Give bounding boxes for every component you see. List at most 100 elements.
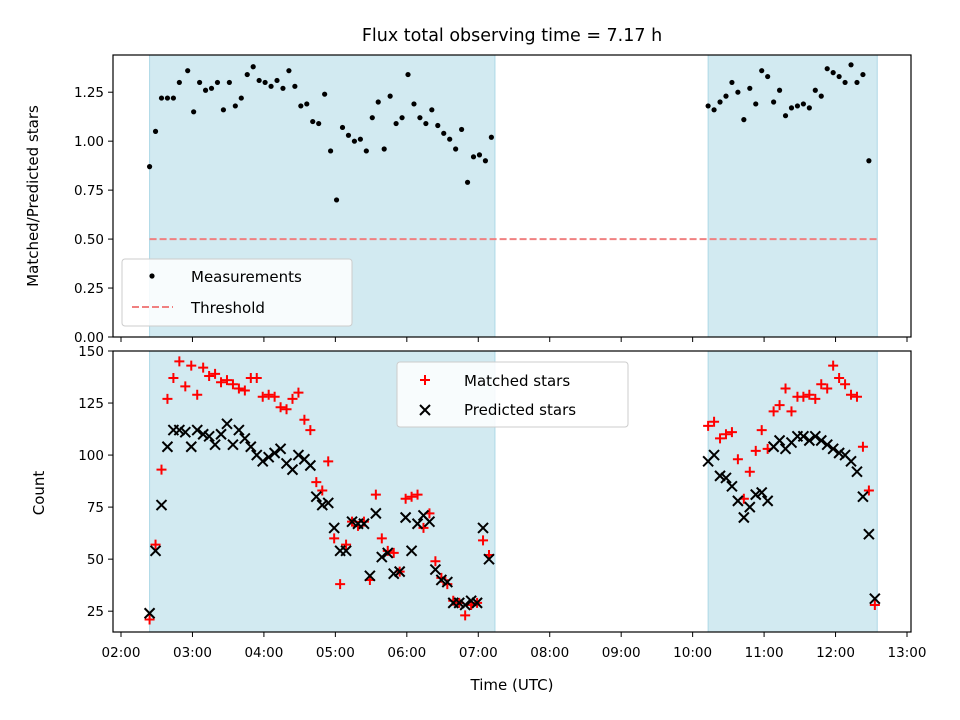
bottom-series-1-point-6 (179, 426, 192, 438)
bottom-legend-label-predicted: Predicted stars (464, 401, 576, 419)
bottom-y-tick-label-1: 50 (87, 552, 104, 568)
top-y-tick-label-1: 0.25 (74, 281, 104, 297)
bottom-series-1-point-11 (209, 438, 221, 451)
bottom-series-0-point-61 (720, 429, 731, 440)
top-series-0-point-3 (164, 95, 171, 101)
top-series-0-point-44 (411, 101, 417, 107)
top-series-0-point-11 (214, 79, 221, 86)
top-series-0-point-27 (310, 118, 316, 125)
top-series-0-point-22 (280, 85, 286, 91)
bottom-series-1-point-56 (477, 522, 489, 534)
top-series-0-point-32 (339, 124, 346, 131)
bottom-series-0-point-71 (780, 383, 791, 394)
top-series-0-point-60 (717, 99, 723, 105)
bottom-series-0-point-23 (281, 404, 292, 415)
top-series-0-point-29 (322, 91, 328, 97)
bottom-series-1-point-36 (358, 518, 370, 530)
bottom-series-1-point-68 (761, 495, 774, 507)
bottom-series-1-point-75 (803, 434, 816, 447)
x-tick-label-9: 11:00 (745, 645, 784, 661)
bottom-series-1-point-55 (471, 597, 483, 609)
top-series-0-point-31 (333, 197, 340, 203)
top-series-0-point-26 (304, 101, 310, 107)
chart-title: Flux total observing time = 7.17 h (362, 26, 662, 46)
bottom-series-1-point-20 (262, 451, 275, 463)
bottom-series-0-point-62 (726, 427, 737, 438)
top-series-0-point-75 (806, 105, 812, 111)
top-series-0-point-18 (256, 77, 262, 84)
bottom-y-tick-label-5: 150 (78, 344, 104, 360)
top-panel: 0.00 0.25 0.50 0.75 1.00 1.25 Measurements Thre… (74, 54, 912, 346)
bottom-series-0-point-53 (460, 610, 471, 621)
bottom-series-0-point-80 (834, 373, 845, 384)
bottom-y-tick-label-2: 75 (87, 500, 104, 516)
bottom-series-1-point-84 (857, 490, 869, 503)
top-y-tick-label-5: 1.25 (74, 85, 104, 101)
bottom-series-0-point-58 (703, 420, 714, 431)
bottom-series-0-point-74 (798, 391, 809, 402)
top-series-0-point-0 (146, 164, 153, 170)
bottom-series-0-point-30 (323, 456, 334, 467)
bottom-series-0-point-29 (317, 485, 328, 496)
bottom-series-0-point-13 (221, 375, 232, 386)
bottom-series-1-point-64 (738, 511, 750, 524)
top-series-0-point-63 (735, 89, 741, 95)
bottom-series-0-point-2 (156, 464, 167, 475)
bottom-series-0-point-56 (478, 535, 489, 546)
bottom-series-0-point-45 (412, 489, 423, 500)
bottom-y-axis-label: Count (30, 471, 48, 516)
top-series-0-point-51 (453, 146, 459, 152)
bottom-series-1-point-13 (221, 418, 233, 430)
top-y-tick-label-3: 0.75 (74, 183, 104, 199)
top-series-0-point-30 (328, 148, 334, 154)
top-series-0-point-37 (369, 115, 375, 121)
top-series-0-point-78 (824, 66, 830, 72)
top-series-0-point-43 (405, 71, 411, 78)
bottom-series-0-point-79 (828, 360, 839, 371)
top-legend: Measurements Threshold (121, 258, 353, 327)
bottom-series-0-point-5 (174, 356, 185, 367)
top-series-0-point-12 (220, 107, 227, 113)
top-y-axis-label: Matched/Predicted stars (24, 105, 42, 287)
top-series-0-point-71 (782, 113, 789, 119)
top-series-0-point-23 (286, 68, 292, 74)
bottom-series-0-point-67 (756, 425, 767, 436)
top-series-0-point-68 (765, 73, 771, 80)
bottom-series-1-point-42 (393, 565, 406, 578)
bottom-series-0-point-24 (287, 393, 298, 404)
x-tick-label-3: 05:00 (316, 645, 355, 661)
bottom-series-0-point-26 (299, 414, 310, 425)
top-observing-window-1 (707, 54, 878, 338)
bottom-series-0-point-19 (257, 391, 268, 402)
top-series-0-point-49 (441, 130, 447, 136)
bottom-series-0-point-72 (786, 406, 797, 417)
bottom-series-0-point-81 (840, 379, 851, 390)
bottom-series-0-point-15 (233, 383, 244, 394)
top-series-0-point-57 (488, 134, 494, 140)
top-series-0-point-2 (158, 95, 165, 101)
bottom-series-1-point-0 (143, 607, 156, 619)
bottom-series-0-point-27 (305, 425, 316, 436)
bottom-series-1-point-59 (708, 449, 720, 461)
bottom-series-0-point-25 (293, 387, 304, 398)
top-legend-label-measurements: Measurements (191, 268, 302, 286)
bottom-y-tick-label-0: 25 (87, 604, 104, 620)
bottom-series-0-point-9 (198, 362, 209, 373)
bottom-series-0-point-63 (732, 454, 743, 465)
bottom-series-1-point-76 (809, 430, 822, 443)
bottom-series-1-point-12 (215, 428, 227, 440)
bottom-series-1-point-27 (304, 459, 317, 472)
bottom-series-1-point-47 (423, 515, 436, 528)
bottom-series-0-point-69 (768, 406, 779, 417)
bottom-series-0-point-65 (744, 466, 755, 477)
bottom-series-0-point-60 (715, 433, 726, 444)
x-tick-label-5: 07:00 (459, 645, 498, 661)
top-series-0-point-42 (399, 115, 405, 121)
top-series-0-point-15 (238, 95, 244, 101)
x-tick-label-0: 02:00 (102, 645, 141, 661)
x-tick-label-7: 09:00 (602, 645, 641, 661)
top-series-0-point-53 (464, 179, 471, 185)
top-series-0-point-28 (316, 120, 322, 127)
top-series-0-point-8 (197, 79, 203, 86)
x-tick-label-6: 08:00 (530, 645, 569, 661)
